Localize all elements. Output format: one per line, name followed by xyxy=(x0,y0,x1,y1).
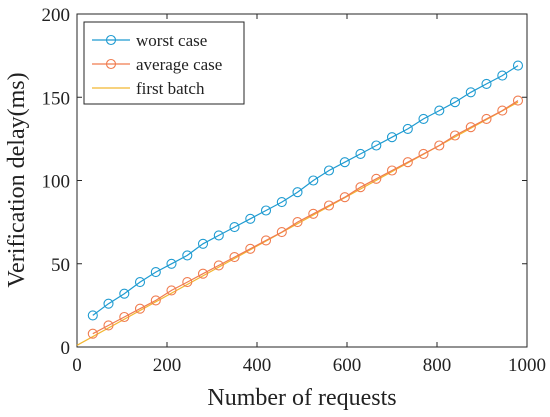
data-point xyxy=(418,113,429,124)
data-point xyxy=(229,252,240,263)
y-tick-label: 150 xyxy=(42,88,71,109)
data-point xyxy=(386,132,398,143)
data-point xyxy=(449,97,461,108)
data-point xyxy=(418,148,429,159)
data-point xyxy=(276,227,287,238)
data-point xyxy=(308,175,319,186)
series-layer xyxy=(76,60,524,346)
data-point xyxy=(481,78,492,89)
y-tick-label: 50 xyxy=(51,255,70,276)
data-point xyxy=(465,122,476,133)
data-point xyxy=(308,208,319,219)
series-line xyxy=(92,100,519,335)
x-tick-label: 800 xyxy=(423,355,452,376)
data-point xyxy=(323,200,335,211)
data-point xyxy=(434,140,445,151)
x-tick-label: 600 xyxy=(333,355,362,376)
data-point xyxy=(497,105,508,116)
x-tick-label: 0 xyxy=(72,355,82,376)
data-point xyxy=(87,328,98,339)
y-tick-label: 0 xyxy=(61,338,71,359)
data-point xyxy=(402,123,413,134)
data-point xyxy=(150,267,161,278)
data-point xyxy=(339,157,350,168)
legend-item: average case xyxy=(92,55,222,74)
legend-label: worst case xyxy=(136,31,207,50)
data-point xyxy=(229,222,240,233)
y-tick-label: 200 xyxy=(42,5,71,26)
data-point xyxy=(355,148,366,159)
y-tick-label: 100 xyxy=(42,172,71,193)
legend-label: average case xyxy=(136,55,222,74)
data-point xyxy=(87,310,98,321)
data-point xyxy=(103,298,114,309)
x-tick-label: 200 xyxy=(153,355,182,376)
legend-swatch-marker xyxy=(105,58,117,70)
legend-item: first batch xyxy=(92,79,205,98)
data-point xyxy=(512,60,524,71)
data-point xyxy=(166,258,177,269)
data-point xyxy=(449,130,461,141)
data-point xyxy=(465,87,476,98)
data-point xyxy=(339,192,350,203)
data-point xyxy=(434,105,445,116)
data-point xyxy=(371,173,382,184)
data-point xyxy=(292,187,303,198)
data-point xyxy=(323,165,335,176)
data-point xyxy=(182,277,193,288)
data-point xyxy=(182,250,193,261)
x-tick-label: 400 xyxy=(243,355,272,376)
data-point xyxy=(103,320,114,331)
data-point xyxy=(481,113,492,124)
x-tick-label: 1000 xyxy=(508,355,546,376)
series-worst-case xyxy=(87,60,524,321)
series-line xyxy=(92,65,519,316)
data-point xyxy=(276,197,287,208)
data-point xyxy=(355,182,366,193)
data-point xyxy=(371,140,382,151)
data-point xyxy=(166,285,177,296)
data-point xyxy=(292,217,303,228)
data-point xyxy=(134,303,146,314)
data-point xyxy=(150,295,161,306)
data-point xyxy=(260,205,272,216)
data-point xyxy=(245,243,256,254)
legend-item: worst case xyxy=(92,31,207,50)
data-point xyxy=(119,311,130,323)
legend-label: first batch xyxy=(136,79,205,98)
legend: worst case average case first batch xyxy=(83,21,245,105)
data-point xyxy=(197,238,209,249)
data-point xyxy=(197,268,209,279)
legend-swatch-marker xyxy=(105,34,117,46)
x-axis-title: Number of requests xyxy=(207,385,396,411)
y-axis-title: Verification delay(ms) xyxy=(4,72,30,287)
series-average-case xyxy=(87,95,524,339)
data-point xyxy=(260,235,272,246)
data-point xyxy=(134,277,146,288)
data-point xyxy=(402,157,413,168)
data-point xyxy=(512,95,524,106)
data-point xyxy=(119,288,130,299)
data-point xyxy=(386,165,398,176)
axis-ticks: 0 200 400 600 800 1000 0 50 100 150 200 xyxy=(42,5,547,376)
data-point xyxy=(497,70,508,81)
data-point xyxy=(213,230,224,241)
data-point xyxy=(245,213,256,224)
data-point xyxy=(213,260,224,271)
